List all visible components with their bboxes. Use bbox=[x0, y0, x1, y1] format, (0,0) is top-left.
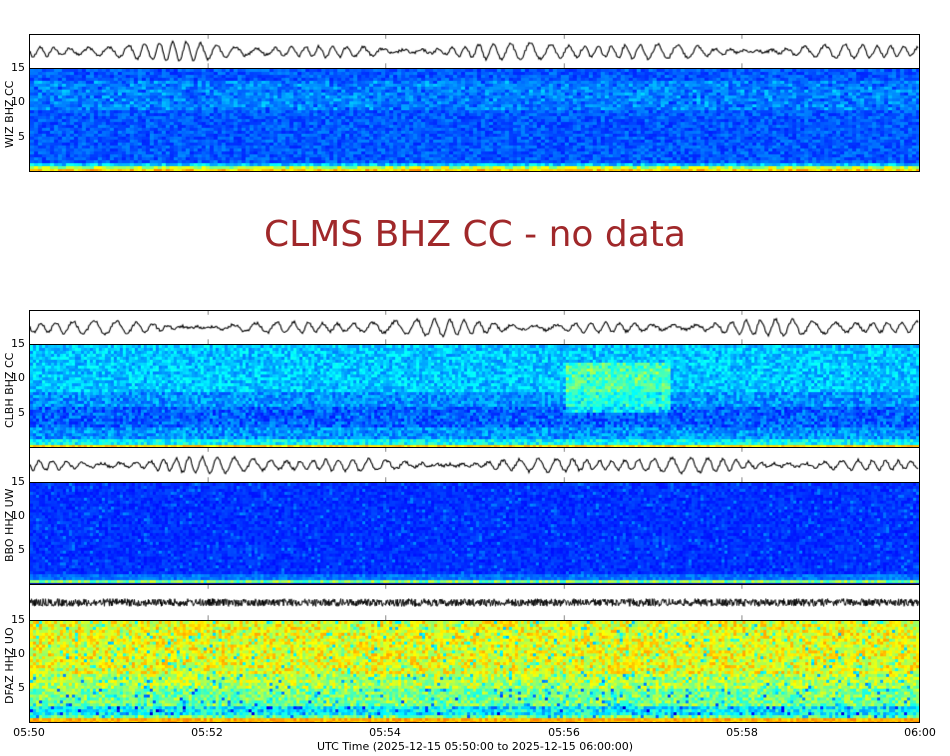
wiz-spectrogram bbox=[29, 68, 920, 172]
ytick-10: 10 bbox=[11, 647, 25, 660]
clbh-waveform bbox=[29, 310, 920, 345]
ytick-10: 10 bbox=[11, 371, 25, 384]
ytick-15: 15 bbox=[11, 337, 25, 350]
ytick-5: 5 bbox=[18, 543, 25, 556]
clbh-spectrogram bbox=[29, 344, 920, 448]
ytick-15: 15 bbox=[11, 613, 25, 626]
ytick-15: 15 bbox=[11, 61, 25, 74]
xtick-0552: 05:52 bbox=[191, 726, 223, 739]
ytick-10: 10 bbox=[11, 509, 25, 522]
ytick-5: 5 bbox=[18, 681, 25, 694]
bbo-waveform bbox=[29, 447, 920, 483]
dfaz-waveform bbox=[29, 584, 920, 621]
ytick-5: 5 bbox=[18, 406, 25, 419]
xtick-0550: 05:50 bbox=[13, 726, 45, 739]
x-axis-title: UTC Time (2025-12-15 05:50:00 to 2025-12… bbox=[317, 740, 633, 753]
ytick-15: 15 bbox=[11, 475, 25, 488]
ytick-5: 5 bbox=[18, 130, 25, 143]
wiz-waveform bbox=[29, 34, 920, 69]
bbo-spectrogram bbox=[29, 482, 920, 585]
xtick-0558: 05:58 bbox=[726, 726, 758, 739]
xtick-0600: 06:00 bbox=[904, 726, 936, 739]
dfaz-spectrogram bbox=[29, 620, 920, 723]
ytick-10: 10 bbox=[11, 95, 25, 108]
xtick-0554: 05:54 bbox=[369, 726, 401, 739]
xtick-0556: 05:56 bbox=[548, 726, 580, 739]
no-data-message: CLMS BHZ CC - no data bbox=[264, 214, 686, 255]
